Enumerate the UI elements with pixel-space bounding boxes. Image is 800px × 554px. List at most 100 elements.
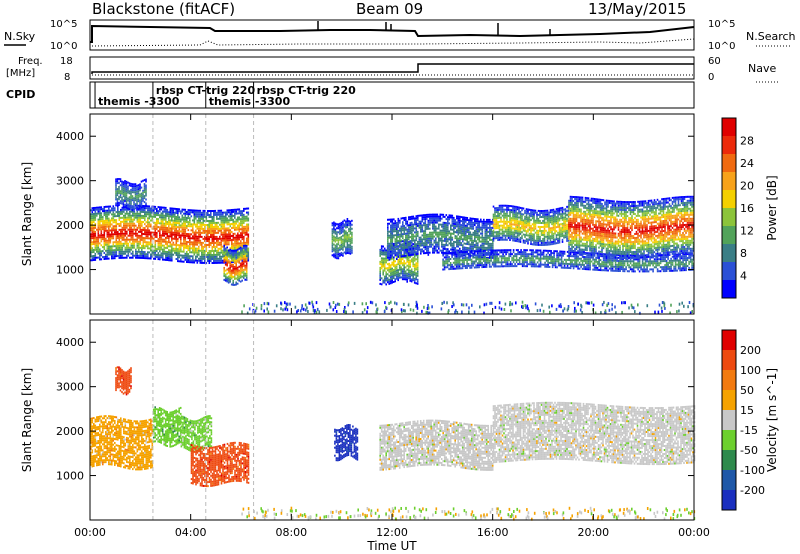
power-cell	[121, 244, 124, 247]
power-cell	[127, 238, 130, 241]
power-cell	[404, 242, 407, 245]
power-cell	[469, 235, 472, 238]
power-cell	[132, 224, 134, 227]
power-cell	[388, 256, 391, 259]
power-cell	[539, 257, 542, 260]
power-cell	[244, 260, 246, 263]
power-cell	[204, 249, 206, 252]
power-cell	[408, 230, 410, 233]
power-cell	[448, 260, 450, 263]
power-cell	[208, 240, 211, 242]
power-cell	[91, 213, 94, 216]
power-cell	[436, 227, 439, 230]
power-cell	[451, 265, 453, 268]
power-cell	[459, 223, 461, 226]
power-cell	[406, 228, 409, 231]
power-cell	[137, 198, 140, 201]
power-cell	[390, 218, 392, 221]
power-cell	[484, 246, 487, 249]
power-cell	[153, 225, 155, 228]
power-cell	[469, 225, 472, 228]
power-cell	[211, 254, 214, 256]
power-cell	[383, 267, 386, 270]
power-cell	[93, 251, 95, 253]
power-cell	[441, 217, 443, 220]
power-cell	[435, 241, 437, 244]
power-cell	[109, 219, 112, 222]
power-cell	[121, 226, 124, 229]
power-cell	[351, 237, 353, 240]
power-cell	[233, 267, 236, 270]
power-cell	[150, 243, 152, 246]
power-cell	[114, 225, 116, 228]
power-cell	[171, 225, 173, 228]
power-cell	[139, 218, 142, 221]
power-cell	[532, 251, 534, 254]
power-cell	[351, 231, 353, 234]
power-cell	[145, 178, 147, 181]
power-cell	[125, 198, 128, 201]
power-cell	[100, 220, 103, 223]
power-cell	[423, 238, 425, 241]
power-cell	[245, 262, 248, 265]
power-cell	[112, 233, 115, 236]
power-cell	[423, 230, 425, 233]
power-cell	[131, 205, 134, 208]
power-cell	[120, 210, 122, 213]
power-cell	[411, 223, 413, 226]
power-cell	[220, 237, 223, 240]
power-cell	[439, 219, 442, 222]
power-cell	[220, 255, 223, 258]
power-cell	[415, 274, 417, 277]
power-cell	[141, 216, 143, 219]
power-cell	[220, 257, 223, 260]
power-cell	[424, 226, 427, 229]
power-cell	[394, 278, 396, 281]
power-cell	[118, 232, 121, 235]
power-cell	[112, 217, 115, 220]
power-cell	[453, 224, 455, 227]
power-cell	[394, 246, 397, 249]
power-cell	[162, 248, 164, 251]
power-cell	[226, 256, 228, 259]
power-cell	[489, 248, 491, 251]
power-cell	[389, 274, 392, 277]
power-cell	[130, 242, 133, 245]
power-cell	[91, 259, 94, 262]
power-cell	[166, 255, 169, 257]
power-cell	[90, 215, 92, 218]
power-cell	[238, 216, 241, 219]
power-cell	[562, 266, 564, 269]
power-cell	[115, 188, 117, 191]
power-cell	[480, 220, 482, 223]
power-cell	[388, 254, 391, 257]
power-cell	[193, 237, 196, 240]
power-cell	[409, 255, 411, 258]
power-cell	[112, 219, 115, 222]
power-cell	[478, 252, 480, 255]
power-cell	[228, 219, 230, 222]
power-cell	[499, 265, 501, 268]
power-cell	[246, 223, 248, 226]
power-cell	[189, 221, 191, 224]
power-cell	[463, 234, 466, 237]
power-cell	[448, 230, 451, 233]
power-cell	[410, 280, 413, 283]
power-cell	[124, 224, 127, 227]
power-cell	[222, 223, 224, 226]
power-cell	[204, 237, 206, 240]
power-cell	[232, 238, 235, 241]
power-cell	[340, 235, 343, 238]
power-cell	[186, 213, 188, 215]
power-cell	[199, 239, 202, 242]
power-cell	[397, 263, 399, 266]
power-cell	[150, 253, 152, 256]
power-cell	[536, 257, 539, 260]
power-cell	[407, 275, 410, 278]
power-cell	[116, 182, 119, 185]
power-cell	[230, 275, 233, 278]
power-cell	[235, 254, 238, 257]
power-cell	[460, 253, 462, 256]
power-cell	[144, 215, 146, 218]
power-cell	[150, 255, 152, 258]
